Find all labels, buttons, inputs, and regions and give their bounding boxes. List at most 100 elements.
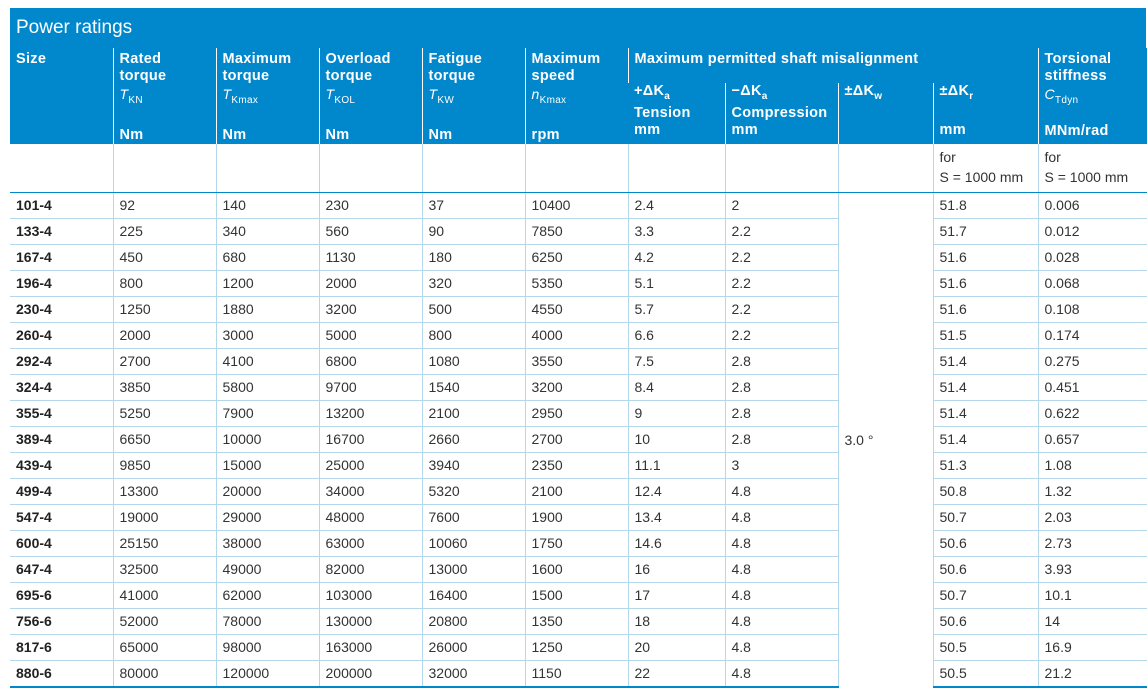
value-cell: 10400 xyxy=(524,192,628,220)
header-maximum-speed: Maximum speed nKmax rpm xyxy=(524,48,628,144)
value-cell: 7850 xyxy=(524,218,628,246)
value-cell: 0.657 xyxy=(1037,426,1147,454)
value-cell: 1200 xyxy=(215,270,319,298)
value-cell: 4.8 xyxy=(724,634,838,662)
value-cell: 2700 xyxy=(524,426,628,454)
header-dkw: ±ΔKw xyxy=(837,83,933,144)
value-cell: 800 xyxy=(421,322,525,350)
value-cell: 80000 xyxy=(112,660,216,689)
value-cell: 230 xyxy=(318,192,422,220)
size-cell: 695-6 xyxy=(10,582,113,610)
value-cell: 10.1 xyxy=(1037,582,1147,610)
size-cell: 196-4 xyxy=(10,270,113,298)
size-cell: 756-6 xyxy=(10,608,113,636)
header-overload-torque: Overload torque TKOL Nm xyxy=(318,48,422,144)
value-cell: 8.4 xyxy=(627,374,725,402)
value-cell: 1600 xyxy=(524,556,628,584)
size-cell: 260-4 xyxy=(10,322,113,350)
table-row: 260-4 2000 3000 5000 800 4000 6.6 2.2 51.5 0.174 xyxy=(10,322,1147,350)
table-row: 817-6 65000 98000 163000 26000 1250 20 4.8 50.5 1… xyxy=(10,634,1147,662)
value-cell: 5320 xyxy=(421,478,525,506)
value-cell: 51.6 xyxy=(932,296,1038,324)
value-cell: 5350 xyxy=(524,270,628,298)
size-cell: 880-6 xyxy=(10,660,113,689)
value-cell: 16.9 xyxy=(1037,634,1147,662)
value-cell: 20000 xyxy=(215,478,319,506)
value-cell: 20800 xyxy=(421,608,525,636)
value-cell: 2950 xyxy=(524,400,628,428)
header-size: Size xyxy=(10,48,113,144)
value-cell: 13000 xyxy=(421,556,525,584)
table-row: 547-4 19000 29000 48000 7600 1900 13.4 4.8 50.7 2… xyxy=(10,504,1147,532)
value-cell: 51.4 xyxy=(932,374,1038,402)
value-cell: 2000 xyxy=(318,270,422,298)
value-cell: 51.4 xyxy=(932,426,1038,454)
value-cell: 0.275 xyxy=(1037,348,1147,376)
value-cell: 6250 xyxy=(524,244,628,272)
value-cell: 1130 xyxy=(318,244,422,272)
value-cell: 13.4 xyxy=(627,504,725,532)
value-cell: 14.6 xyxy=(627,530,725,558)
value-cell: 7.5 xyxy=(627,348,725,376)
header-fatigue-torque: Fatigue torque TKW Nm xyxy=(421,48,525,144)
value-cell: 50.7 xyxy=(932,504,1038,532)
table-row: 499-4 13300 20000 34000 5320 2100 12.4 4.8 50.8 1… xyxy=(10,478,1147,506)
value-cell: 2100 xyxy=(524,478,628,506)
value-cell: 2.2 xyxy=(724,322,838,350)
value-cell: 48000 xyxy=(318,504,422,532)
value-cell: 130000 xyxy=(318,608,422,636)
value-cell: 2.2 xyxy=(724,244,838,272)
value-cell: 32000 xyxy=(421,660,525,689)
value-cell: 1750 xyxy=(524,530,628,558)
value-cell: 16400 xyxy=(421,582,525,610)
value-cell: 14 xyxy=(1037,608,1147,636)
header-rated-torque: Rated torque TKN Nm xyxy=(112,48,216,144)
value-cell: 2100 xyxy=(421,400,525,428)
table-row: 439-4 9850 15000 25000 3940 2350 11.1 3 51.3 1.08 xyxy=(10,452,1147,480)
value-cell: 3200 xyxy=(318,296,422,324)
size-cell: 499-4 xyxy=(10,478,113,506)
table-row: 101-4 92 140 230 37 10400 2.4 2 3.0 ° 51.8 0.006 xyxy=(10,192,1147,688)
value-cell: 0.006 xyxy=(1037,192,1147,220)
size-cell: 647-4 xyxy=(10,556,113,584)
value-cell: 20 xyxy=(627,634,725,662)
value-cell: 0.451 xyxy=(1037,374,1147,402)
value-cell: 49000 xyxy=(215,556,319,584)
value-cell: 6.6 xyxy=(627,322,725,350)
value-cell: 1.08 xyxy=(1037,452,1147,480)
value-cell: 6650 xyxy=(112,426,216,454)
value-cell: 10060 xyxy=(421,530,525,558)
value-cell: 4.8 xyxy=(724,556,838,584)
value-cell: 5.7 xyxy=(627,296,725,324)
value-cell: 4100 xyxy=(215,348,319,376)
size-cell: 355-4 xyxy=(10,400,113,428)
size-cell: 439-4 xyxy=(10,452,113,480)
value-cell: 51.4 xyxy=(932,400,1038,428)
size-cell: 133-4 xyxy=(10,218,113,246)
value-cell: 82000 xyxy=(318,556,422,584)
value-cell: 1150 xyxy=(524,660,628,689)
table-row: 167-4 450 680 1130 180 6250 4.2 2.2 51.6 0.028 xyxy=(10,244,1147,272)
value-cell: 0.028 xyxy=(1037,244,1147,272)
value-cell: 51.4 xyxy=(932,348,1038,376)
value-cell: 41000 xyxy=(112,582,216,610)
table-row: 355-4 5250 7900 13200 2100 2950 9 2.8 51.4 0.622 xyxy=(10,400,1147,428)
value-cell: 340 xyxy=(215,218,319,246)
value-cell: 17 xyxy=(627,582,725,610)
table-title: Power ratings xyxy=(10,8,1146,48)
power-ratings-panel: Power ratings Size Rated torque TKN Nm M… xyxy=(10,8,1147,689)
table-row: 880-6 80000 120000 200000 32000 1150 22 4.8 50.5… xyxy=(10,660,1147,689)
value-cell: 12.4 xyxy=(627,478,725,506)
value-cell: 51.7 xyxy=(932,218,1038,246)
value-cell: 6800 xyxy=(318,348,422,376)
table-row: 292-4 2700 4100 6800 1080 3550 7.5 2.8 51.4 0.275 xyxy=(10,348,1147,376)
value-cell: 7600 xyxy=(421,504,525,532)
header-shaft-misalignment: Maximum permitted shaft misalignment xyxy=(627,48,1038,84)
value-cell: 5800 xyxy=(215,374,319,402)
value-cell: 51.6 xyxy=(932,270,1038,298)
table-row: 196-4 800 1200 2000 320 5350 5.1 2.2 51.6 0.068 xyxy=(10,270,1147,298)
value-cell: 25000 xyxy=(318,452,422,480)
value-cell: 21.2 xyxy=(1037,660,1147,689)
dkw-value: 3.0 ° xyxy=(837,192,933,688)
value-cell: 98000 xyxy=(215,634,319,662)
